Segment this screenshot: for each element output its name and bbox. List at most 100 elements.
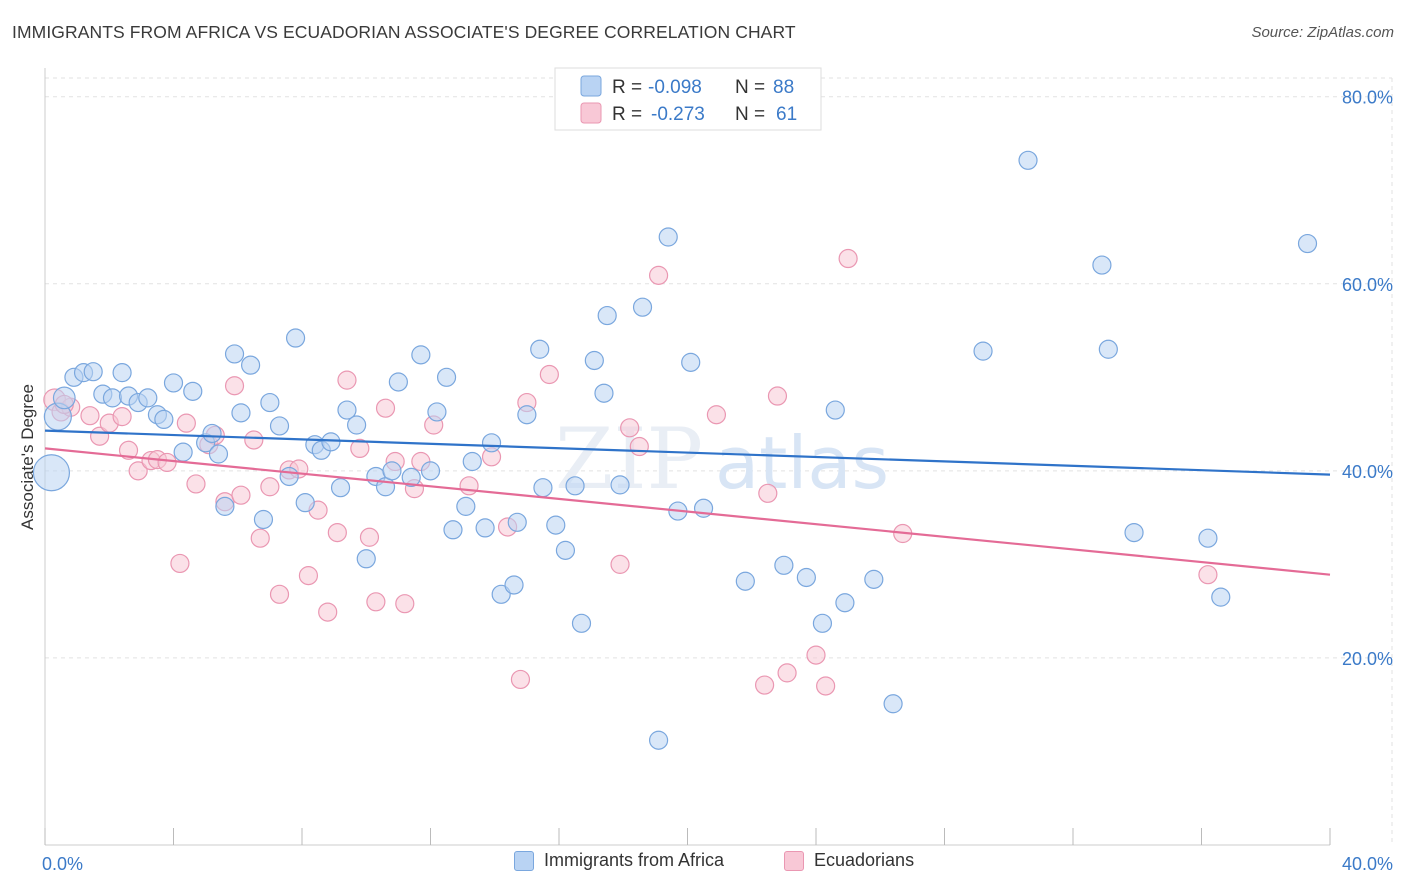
ecuadorians-point-33 <box>366 592 386 612</box>
ecuadorians-point-29 <box>327 522 347 543</box>
legend-n-value-2: 61 <box>776 104 797 125</box>
ecuadorians-point-56 <box>816 676 836 696</box>
trend-lines <box>44 429 1331 576</box>
immigrants-point-48 <box>462 451 482 472</box>
ecuadorians-point-55 <box>806 645 826 665</box>
immigrants-point-61 <box>584 350 604 371</box>
ecuadorians-point-48 <box>629 436 649 457</box>
ecuadorians-point-32 <box>359 527 380 547</box>
immigrants-point-19 <box>208 444 229 464</box>
immigrants-point-76 <box>825 400 845 420</box>
tick-labels: 20.0% 40.0% 60.0% 80.0% 0.0% 40.0% <box>42 88 1393 874</box>
immigrants-point-74 <box>796 567 816 588</box>
immigrants-point-2 <box>52 386 76 410</box>
immigrants-point-65 <box>632 297 653 317</box>
immigrants-point-33 <box>330 478 351 498</box>
legend-label-immigrants: Immigrants from Africa <box>544 850 725 870</box>
ecuadorians-point-40 <box>459 476 479 496</box>
immigrants-point-59 <box>565 476 585 496</box>
immigrants-point-86 <box>1211 587 1231 607</box>
ecuadorians-point-57 <box>838 248 858 269</box>
y-tick-label-3: 80.0% <box>1342 88 1393 108</box>
immigrants-point-32 <box>321 432 341 452</box>
immigrants-point-34 <box>337 400 357 420</box>
immigrants-point-84 <box>1124 522 1144 543</box>
ecuadorians-point-45 <box>539 364 559 385</box>
legend-item-immigrants-from-africa: Immigrants from Africa <box>514 850 724 871</box>
ecuadorians-point-50 <box>706 405 727 425</box>
immigrants-point-40 <box>388 372 408 392</box>
immigrants-point-81 <box>1018 150 1038 170</box>
immigrants-point-69 <box>681 352 701 372</box>
legend-swatch-blue <box>580 75 602 97</box>
ecuadorians-point-46 <box>610 554 630 574</box>
legend-swatch-immigrants <box>514 850 534 871</box>
x-tick-label-min: 0.0% <box>42 854 83 874</box>
ecuadorians-point-43 <box>510 669 531 690</box>
legend-item-ecuadorians: Ecuadorians <box>784 850 914 871</box>
immigrants-point-39 <box>382 461 402 481</box>
immigrants-point-57 <box>546 515 566 535</box>
immigrants-point-43 <box>420 461 441 481</box>
immigrants-point-42 <box>411 345 431 365</box>
ecuadorians-point-22 <box>260 477 280 497</box>
legend-r-value-2: -0.273 <box>651 104 705 125</box>
immigrants-point-13 <box>154 409 174 430</box>
ecuadorians-point-47 <box>620 418 640 438</box>
ecuadorians-point-8 <box>128 461 148 481</box>
watermark: ZIP atlas <box>555 410 889 508</box>
immigrants-point-52 <box>504 575 524 595</box>
immigrants-point-78 <box>864 569 884 589</box>
series-immigrants-from-africa-points <box>32 105 1318 750</box>
y-tick-label-1: 40.0% <box>1342 462 1393 482</box>
immigrants-point-46 <box>443 520 463 540</box>
immigrants-point-21 <box>224 344 245 364</box>
chart-title: IMMIGRANTS FROM AFRICA VS ECUADORIAN ASS… <box>12 22 796 42</box>
immigrants-point-35 <box>347 415 367 435</box>
immigrants-point-0 <box>32 454 71 492</box>
immigrants-point-25 <box>260 392 280 413</box>
immigrants-point-60 <box>571 613 592 633</box>
immigrants-point-63 <box>597 305 617 326</box>
legend-r-label-1: R = <box>612 77 642 98</box>
source-credit: Source: ZipAtlas.com <box>1251 24 1394 41</box>
immigrants-point-66 <box>648 730 669 750</box>
ecuadorians-point-11 <box>157 452 177 473</box>
y-tick-label-2: 60.0% <box>1342 275 1393 295</box>
immigrants-point-72 <box>774 555 794 575</box>
immigrants-point-45 <box>436 367 457 387</box>
ecuadorians-point-51 <box>754 675 775 695</box>
immigrants-point-50 <box>481 433 502 453</box>
ecuadorians-point-21 <box>250 528 270 548</box>
legend-swatch-ecuadorians <box>784 850 804 871</box>
trend-line-ecuadorians <box>44 447 1331 576</box>
ecuadorians-point-13 <box>176 413 196 433</box>
legend-r-label-2: R = <box>612 104 642 125</box>
immigrants-point-54 <box>517 405 537 425</box>
immigrants-point-14 <box>163 373 184 393</box>
immigrants-point-18 <box>202 423 222 444</box>
y-tick-label-0: 20.0% <box>1342 649 1393 669</box>
immigrants-point-20 <box>215 496 235 516</box>
immigrants-point-15 <box>173 442 193 462</box>
trend-line-immigrants <box>44 429 1331 476</box>
legend-r-value-1: -0.098 <box>648 77 702 98</box>
immigrants-point-8 <box>112 363 132 383</box>
y-axis-label: Associate's Degree <box>18 384 37 530</box>
ecuadorians-point-54 <box>777 663 797 683</box>
immigrants-point-51 <box>491 584 511 604</box>
ecuadorians-point-14 <box>186 474 206 494</box>
immigrants-point-47 <box>456 496 476 516</box>
immigrants-point-71 <box>735 571 755 591</box>
legend-n-value-1: 88 <box>773 77 794 98</box>
ecuadorians-point-28 <box>318 602 338 622</box>
immigrants-point-80 <box>973 341 993 361</box>
immigrants-point-5 <box>83 362 103 382</box>
ecuadorians-point-26 <box>298 566 319 586</box>
immigrants-point-22 <box>231 403 251 423</box>
legend-bottom: Immigrants from Africa Ecuadorians <box>0 850 1406 880</box>
legend-n-label-2: N = <box>735 104 765 125</box>
immigrants-point-7 <box>102 388 123 408</box>
immigrants-point-67 <box>658 227 678 247</box>
x-tick-label-max: 40.0% <box>1342 854 1393 874</box>
